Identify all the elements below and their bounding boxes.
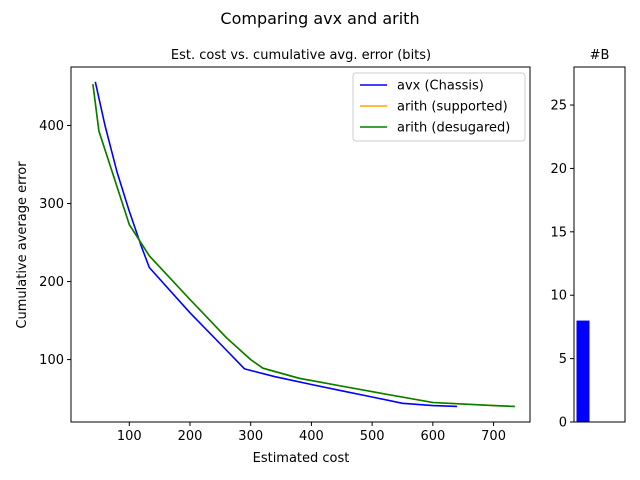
legend-entries: avx (Chassis) arith (supported) arith (des… [360, 79, 510, 136]
y-axis-label: Cumulative average error [15, 161, 30, 329]
legend-label-0: avx (Chassis) [397, 79, 484, 94]
x-tick-label: 200 [178, 429, 203, 444]
bar-y-tick-label: 5 [559, 352, 567, 367]
bar-y-tick-label: 15 [550, 225, 567, 240]
main-x-ticks: 100 200 300 400 500 600 700 [117, 422, 506, 444]
bar-0 [576, 320, 590, 422]
y-tick-label: 300 [39, 197, 64, 212]
x-tick-label: 300 [238, 429, 263, 444]
main-chart-lines [92, 81, 515, 408]
bar-chart-title: #B [590, 48, 610, 63]
x-tick-label: 100 [117, 429, 142, 444]
bar-y-tick-label: 0 [559, 416, 567, 431]
legend-label-1: arith (supported) [397, 100, 508, 115]
series-line-2 [92, 84, 515, 408]
x-tick-label: 700 [481, 429, 506, 444]
figure-title: Comparing avx and arith [220, 9, 419, 28]
bar-y-tick-label: 25 [550, 99, 567, 114]
x-tick-label: 400 [299, 429, 324, 444]
y-tick-label: 200 [39, 275, 64, 290]
main-chart: Est. cost vs. cumulative avg. error (bit… [15, 48, 531, 466]
y-tick-label: 400 [39, 119, 64, 134]
bar-plot-frame [573, 66, 626, 423]
main-y-ticks: 100 200 300 400 [39, 119, 71, 368]
x-axis-label: Estimated cost [253, 451, 350, 466]
legend-box [352, 72, 526, 142]
bar-y-tick-label: 10 [550, 289, 567, 304]
series-line-0 [94, 81, 458, 408]
bar-y-tick-label: 20 [550, 162, 567, 177]
bar-y-ticks: 0 5 10 15 20 25 [550, 99, 574, 431]
main-plot-frame [70, 66, 531, 423]
main-chart-title: Est. cost vs. cumulative avg. error (bit… [171, 48, 431, 63]
legend-label-2: arith (desugared) [397, 121, 510, 136]
x-tick-label: 600 [420, 429, 445, 444]
y-tick-label: 100 [39, 353, 64, 368]
legend: avx (Chassis) arith (supported) arith (des… [352, 72, 526, 142]
x-tick-label: 500 [360, 429, 385, 444]
bar-chart: #B 0 5 10 15 20 25 [550, 48, 626, 431]
bar-marks [576, 320, 590, 422]
